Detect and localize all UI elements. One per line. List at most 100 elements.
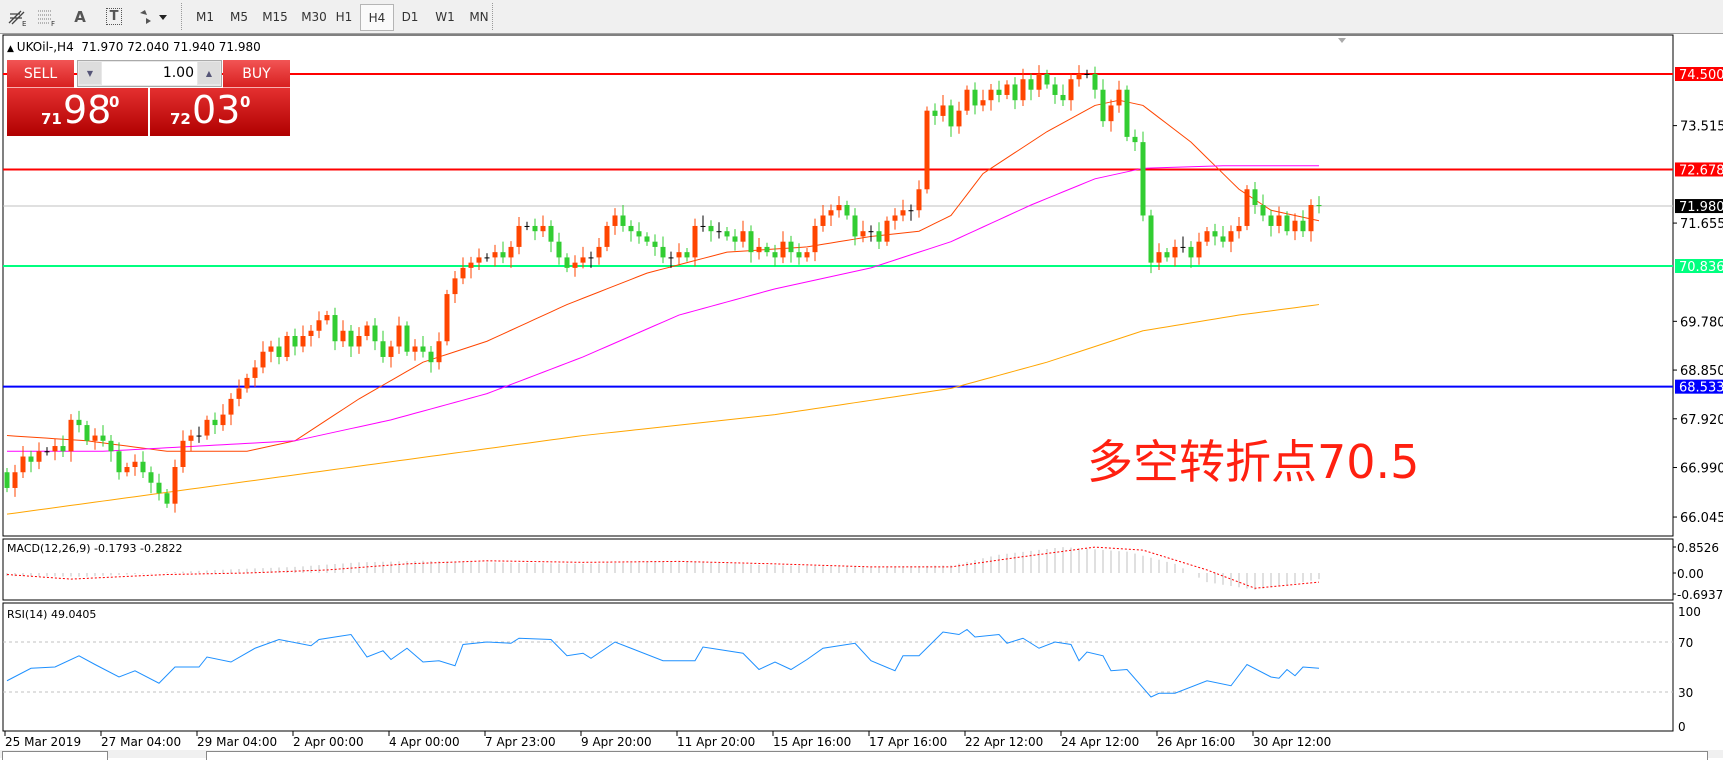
candle [692,218,698,267]
candle-body [92,435,98,441]
candle [412,339,418,361]
candle [260,341,266,374]
candle-body [300,336,306,347]
candle-body [212,419,218,426]
candle-body [796,252,802,258]
candle-body [60,446,66,452]
candle-body [500,252,506,258]
candle-body [1220,236,1226,242]
candle [132,454,138,476]
buy-button[interactable]: BUY [223,60,290,88]
candle [284,331,290,362]
candle [28,450,34,473]
candle-body [644,236,650,242]
candle [636,222,642,244]
candle-body [404,325,410,352]
candle-body [548,225,554,242]
lot-decrease-button[interactable]: ▼ [79,62,101,84]
candle-body [260,351,266,368]
candle [876,222,882,250]
candle [1068,73,1074,111]
candle [300,325,306,353]
lot-increase-button[interactable]: ▲ [198,62,220,84]
candle [916,180,922,218]
candle [924,106,930,194]
sell-button[interactable]: SELL [7,60,74,88]
timeframe-m5-button[interactable]: M5 [230,9,248,24]
timeframe-m15-button[interactable]: M15 [262,9,288,24]
candle [1020,68,1026,106]
text-label-tool-button[interactable]: T [102,4,126,29]
candle [1164,247,1170,262]
timeframe-m30-button[interactable]: M30 [301,9,327,24]
candle [1204,227,1210,246]
chart-tab[interactable] [206,751,1708,760]
rsi-axis-label: 70 [1678,636,1693,650]
candle [1132,129,1138,152]
candle [612,208,618,235]
candle-body [716,231,722,233]
candle-body [628,225,634,232]
sell-price[interactable]: 71 98 0 [7,88,148,136]
candle [36,442,42,470]
candle-body [1028,79,1034,90]
candle-body [292,336,298,347]
candle [1188,241,1194,268]
chart-tab[interactable] [2,751,108,760]
candle-body [860,231,866,237]
candle [1052,77,1058,104]
candle [388,340,394,368]
macd-label: MACD(12,26,9) -0.1793 -0.2822 [7,542,182,555]
candle [660,236,666,264]
macd-axis-label: 0.8526 [1677,541,1719,555]
candle-body [1020,79,1026,101]
candle [628,220,634,242]
price-axis-label: 68.850 [1680,364,1723,379]
timeframe-w1-button[interactable]: W1 [435,9,455,24]
fibonacci-fan-button[interactable]: F [34,4,60,29]
candle-body [460,267,466,279]
candle-body [1316,205,1322,207]
candle-body [1172,246,1178,258]
timeframe-d1-button[interactable]: D1 [401,9,419,24]
timeframe-h4-button[interactable]: H4 [360,4,394,31]
fibonacci-expansion-button[interactable]: E [5,4,31,29]
arrows-dropdown-button[interactable] [136,4,172,29]
buy-price[interactable]: 72 03 0 [150,88,290,136]
candle-body [140,461,146,473]
candle [1076,65,1082,87]
candle [1268,209,1274,237]
text-tool-button[interactable]: A [68,4,92,29]
svg-text:E: E [22,20,26,27]
candle [796,243,802,265]
price-label-badge [1675,379,1723,394]
candle [1212,223,1218,246]
candle-body [428,351,434,363]
candle [948,99,954,137]
candle-body [100,435,106,441]
candle [44,447,50,456]
candle [852,208,858,246]
candle-body [956,110,962,127]
candle [644,232,650,246]
timeframe-m1-button[interactable]: M1 [196,9,214,24]
candle-body [444,294,450,342]
candle-body [1148,215,1154,263]
toolbar-separator [181,3,184,30]
candle [572,255,578,277]
candle [932,103,938,125]
lot-size-input[interactable]: 1.00 [102,62,197,85]
price-label-badge [1675,67,1723,81]
lot-size-stepper[interactable]: ▼ 1.00 ▲ [77,60,222,87]
candle [12,464,18,497]
price-line-label: 74.500 [1679,68,1723,83]
macd-axis-label: 0.00 [1677,567,1704,581]
candle [460,257,466,285]
timeframe-mn-button[interactable]: MN [469,9,489,24]
candle-body [388,346,394,357]
candle [164,489,170,508]
timeframe-h1-button[interactable]: H1 [335,9,353,24]
candle-body [188,435,194,441]
candle-body [820,215,826,226]
